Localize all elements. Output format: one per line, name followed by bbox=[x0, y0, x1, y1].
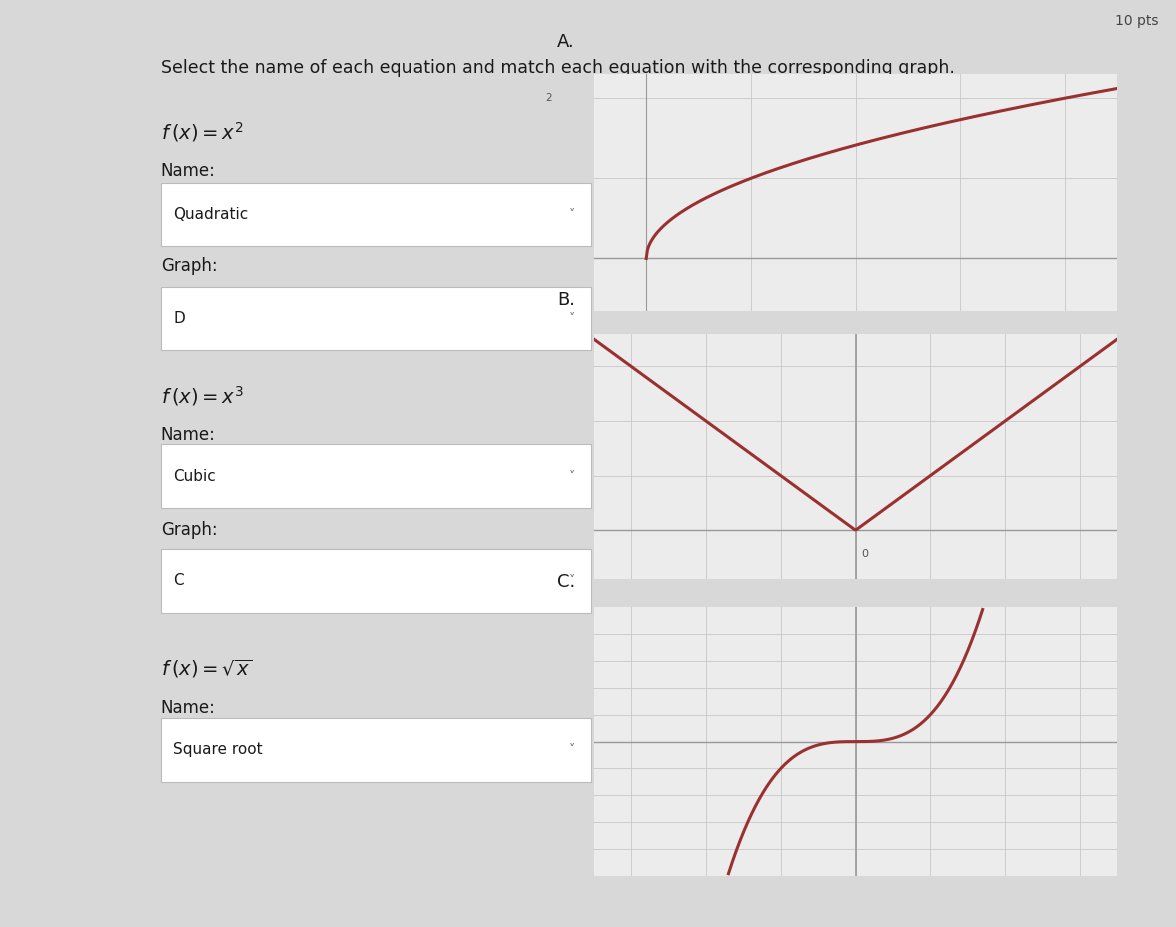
Text: 0: 0 bbox=[861, 550, 868, 559]
Text: Graph:: Graph: bbox=[161, 521, 218, 539]
Text: 0: 0 bbox=[646, 339, 653, 349]
Text: 2: 2 bbox=[546, 94, 552, 103]
Text: Quadratic: Quadratic bbox=[173, 207, 248, 222]
Text: A.: A. bbox=[557, 32, 575, 50]
Text: ˅: ˅ bbox=[569, 208, 575, 221]
Text: Name:: Name: bbox=[161, 161, 215, 180]
Text: Name:: Name: bbox=[161, 425, 215, 444]
Text: ˅: ˅ bbox=[569, 311, 575, 325]
Text: 4: 4 bbox=[1062, 339, 1068, 349]
Text: Select the name of each equation and match each equation with the corresponding : Select the name of each equation and mat… bbox=[161, 58, 955, 77]
Text: Graph:: Graph: bbox=[161, 257, 218, 274]
FancyBboxPatch shape bbox=[161, 718, 590, 781]
Text: C.: C. bbox=[557, 573, 575, 591]
FancyBboxPatch shape bbox=[161, 286, 590, 350]
Text: $f\,(x) = x^3$: $f\,(x) = x^3$ bbox=[161, 385, 243, 409]
Text: Cubic: Cubic bbox=[173, 468, 216, 484]
Text: 2: 2 bbox=[853, 339, 858, 349]
Text: D: D bbox=[173, 311, 185, 326]
FancyBboxPatch shape bbox=[161, 444, 590, 508]
Text: 10 pts: 10 pts bbox=[1115, 14, 1158, 28]
Text: ˅: ˅ bbox=[569, 470, 575, 483]
Text: B.: B. bbox=[557, 291, 575, 310]
Text: Name:: Name: bbox=[161, 699, 215, 717]
Text: ˅: ˅ bbox=[569, 575, 575, 588]
Text: $f\,(x) = x^2$: $f\,(x) = x^2$ bbox=[161, 121, 243, 145]
Text: C: C bbox=[173, 574, 183, 589]
FancyBboxPatch shape bbox=[161, 183, 590, 247]
Text: $f\,(x) = \sqrt{x}$: $f\,(x) = \sqrt{x}$ bbox=[161, 657, 253, 679]
Text: Square root: Square root bbox=[173, 743, 262, 757]
Text: ˅: ˅ bbox=[569, 743, 575, 756]
FancyBboxPatch shape bbox=[161, 549, 590, 613]
